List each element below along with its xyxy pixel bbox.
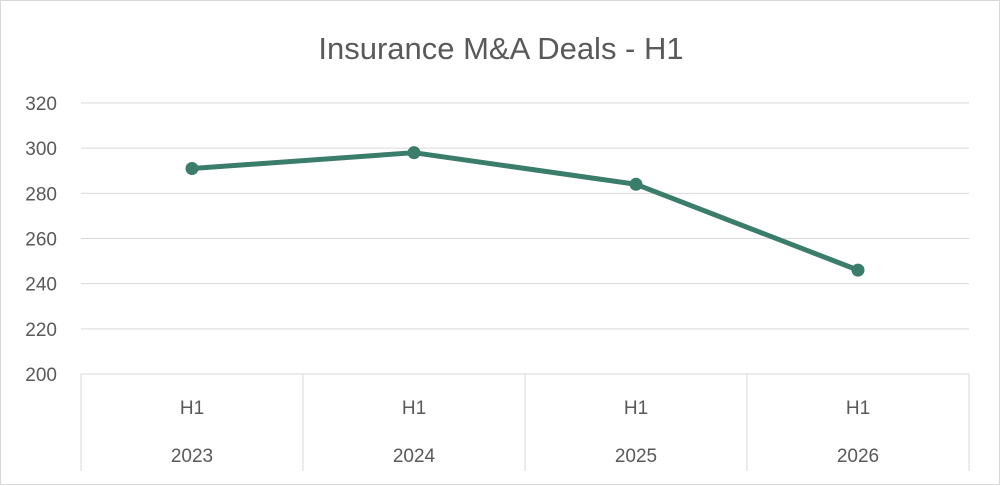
y-tick-label: 200 [25, 365, 57, 386]
chart-title: Insurance M&A Deals - H1 [318, 31, 683, 66]
y-tick-label: 280 [25, 184, 57, 205]
data-point [629, 177, 643, 191]
x-tick-label-year: 2023 [171, 446, 213, 467]
x-tick-label-period: H1 [402, 398, 426, 419]
x-tick-label-period: H1 [180, 398, 204, 419]
data-point [407, 146, 421, 160]
x-tick-label-period: H1 [846, 398, 870, 419]
x-tick-label-year: 2026 [837, 446, 879, 467]
x-tick-label-period: H1 [624, 398, 648, 419]
series-layer [185, 146, 865, 277]
y-tick-label: 260 [25, 230, 57, 251]
x-tick-label-year: 2025 [615, 446, 657, 467]
y-tick-label: 320 [25, 94, 57, 115]
y-tick-label: 240 [25, 275, 57, 296]
y-axis: 320 300 280 260 240 220 200 [25, 94, 57, 386]
x-tick-label-year: 2024 [393, 446, 436, 467]
series-line [189, 150, 861, 273]
data-point [851, 263, 865, 277]
y-tick-label: 220 [25, 320, 57, 341]
y-tick-label: 300 [25, 139, 57, 160]
x-axis: H1 2023 H1 2024 H1 2025 H1 2026 [80, 374, 970, 471]
gridlines [81, 102, 969, 375]
data-point [185, 161, 199, 175]
